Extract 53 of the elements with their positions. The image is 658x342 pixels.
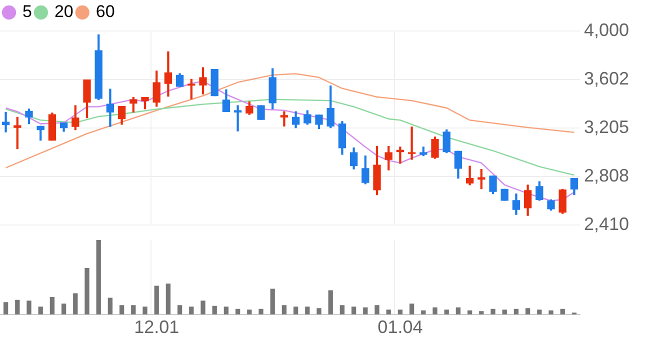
y-tick-label: 2,410	[584, 214, 630, 234]
bar	[374, 305, 380, 314]
bar	[108, 298, 113, 314]
bar	[537, 310, 542, 314]
bar	[351, 306, 356, 314]
y-tick-label: 2,808	[584, 166, 630, 186]
bar	[154, 286, 159, 314]
bar	[490, 308, 496, 314]
y-tick-label: 3,205	[584, 117, 630, 138]
bar	[50, 296, 55, 314]
bar	[293, 306, 298, 314]
bar	[316, 308, 322, 314]
bar	[548, 310, 554, 314]
legend-label: 5	[22, 2, 32, 22]
bar	[200, 300, 206, 314]
bar	[270, 288, 275, 314]
bar	[177, 305, 182, 314]
bar	[96, 240, 101, 314]
bar	[386, 310, 391, 314]
bar	[444, 310, 449, 314]
bar	[212, 306, 217, 314]
bar	[224, 306, 229, 314]
legend-label: 60	[96, 2, 115, 22]
bar	[409, 304, 414, 314]
bar	[26, 300, 32, 314]
x-tick-label: 01.04	[378, 317, 423, 338]
bar	[189, 306, 194, 314]
bar	[166, 284, 171, 314]
x-tick-label: 12.01	[134, 317, 180, 338]
bar	[502, 310, 507, 314]
candlestick	[280, 111, 288, 126]
y-tick-label: 4,000	[584, 20, 630, 40]
bar	[142, 306, 148, 314]
bar	[328, 290, 333, 314]
bar	[84, 268, 90, 314]
y-tick-label: 3,602	[584, 68, 630, 89]
candlestick	[408, 126, 416, 160]
bar	[432, 307, 438, 314]
bar	[282, 305, 287, 314]
bar	[61, 304, 66, 314]
bar	[3, 302, 8, 314]
bar	[525, 308, 530, 314]
bar	[247, 310, 252, 314]
bar	[73, 293, 78, 314]
bar	[15, 300, 20, 314]
bar	[38, 306, 43, 314]
bar	[258, 308, 264, 314]
bar	[398, 310, 403, 314]
legend-label: 20	[54, 2, 74, 22]
bar	[340, 305, 345, 314]
bar	[305, 306, 310, 314]
bar	[119, 305, 124, 314]
bar	[131, 305, 136, 314]
